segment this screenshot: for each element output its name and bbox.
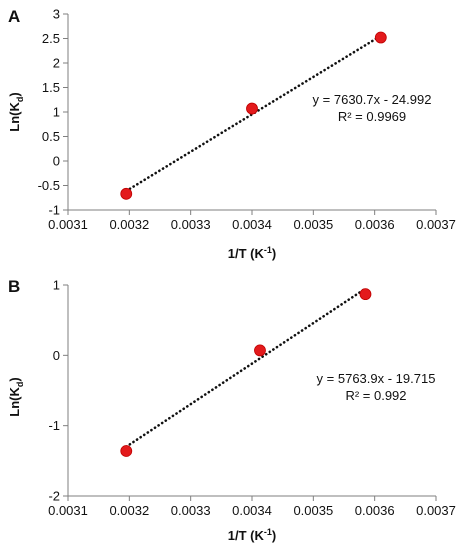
x-tick-label: 0.0037 <box>416 217 456 232</box>
data-points-b <box>120 288 372 457</box>
y-tick-label: 1.5 <box>42 80 60 95</box>
panel-label-b: B <box>8 277 20 296</box>
data-point <box>374 31 387 44</box>
y-tick-labels-a: -1 -0.5 0 0.5 1 1.5 2 2.5 3 <box>38 7 60 218</box>
y-tick-label: 0.5 <box>42 129 60 144</box>
trendline <box>124 287 367 449</box>
x-tick-label: 0.0035 <box>293 503 333 518</box>
x-tick-label: 0.0032 <box>109 217 149 232</box>
panel-label-a: A <box>8 7 20 26</box>
axes-a <box>63 13 437 215</box>
y-tick-label: 1 <box>53 105 60 120</box>
y-tick-label: 0 <box>53 154 60 169</box>
data-points-a <box>120 31 387 200</box>
x-tick-label: 0.0036 <box>355 217 395 232</box>
x-tick-label: 0.0032 <box>109 503 149 518</box>
x-tick-labels-b: 0.0031 0.0032 0.0033 0.0034 0.0035 0.0036 0.00… <box>48 503 456 518</box>
x-tick-label: 0.0031 <box>48 503 88 518</box>
data-point <box>359 288 372 301</box>
trendline-equation-b: y = 5763.9x - 19.715 <box>317 371 436 386</box>
x-tick-label: 0.0031 <box>48 217 88 232</box>
y-axis-label-b: Ln(Kd) <box>7 377 25 416</box>
x-axis-label-a: 1/T (K-1) <box>228 245 276 261</box>
x-tick-labels-a: 0.0031 0.0032 0.0033 0.0034 0.0035 0.0036 0.00… <box>48 217 456 232</box>
y-tick-label: -1 <box>48 203 60 218</box>
y-tick-label: 3 <box>53 7 60 22</box>
y-tick-label: -2 <box>48 489 60 504</box>
x-tick-label: 0.0034 <box>232 217 272 232</box>
axes-b <box>63 284 437 501</box>
x-axis-label-b: 1/T (K-1) <box>228 527 276 543</box>
y-tick-label: -0.5 <box>38 178 60 193</box>
y-tick-label: -1 <box>48 418 60 433</box>
chart-panel-b: B -2-101 0.0031 0.0032 0.0033 0.0034 0.0035 0… <box>7 277 456 543</box>
data-point <box>120 187 133 200</box>
chart-panel-a: A -1 -0.5 0 0.5 1 1.5 2 2.5 3 0.0031 0.0032 0.0033… <box>7 7 456 262</box>
x-tick-label: 0.0035 <box>293 217 333 232</box>
trendline-a <box>124 34 383 193</box>
x-tick-label: 0.0036 <box>355 503 395 518</box>
r-squared-a: R² = 0.9969 <box>338 109 406 124</box>
data-point <box>120 445 133 457</box>
y-tick-label: 2 <box>53 56 60 71</box>
y-tick-label: 1 <box>53 278 60 293</box>
trendline <box>124 34 383 193</box>
y-tick-label: 2.5 <box>42 31 60 46</box>
y-tick-label: 0 <box>53 348 60 363</box>
trendline-b <box>124 287 367 449</box>
data-point <box>254 344 266 357</box>
x-tick-label: 0.0037 <box>416 503 456 518</box>
y-tick-labels-b: -2 -1 0 1 <box>48 278 60 504</box>
trendline-equation-a: y = 7630.7x - 24.992 <box>313 92 432 107</box>
x-tick-label: 0.0034 <box>232 503 272 518</box>
data-point <box>246 102 258 115</box>
r-squared-b: R² = 0.992 <box>345 388 406 403</box>
x-tick-label: 0.0033 <box>171 503 211 518</box>
x-tick-label: 0.0033 <box>171 217 211 232</box>
y-axis-label-a: Ln(Kd) <box>7 92 25 131</box>
